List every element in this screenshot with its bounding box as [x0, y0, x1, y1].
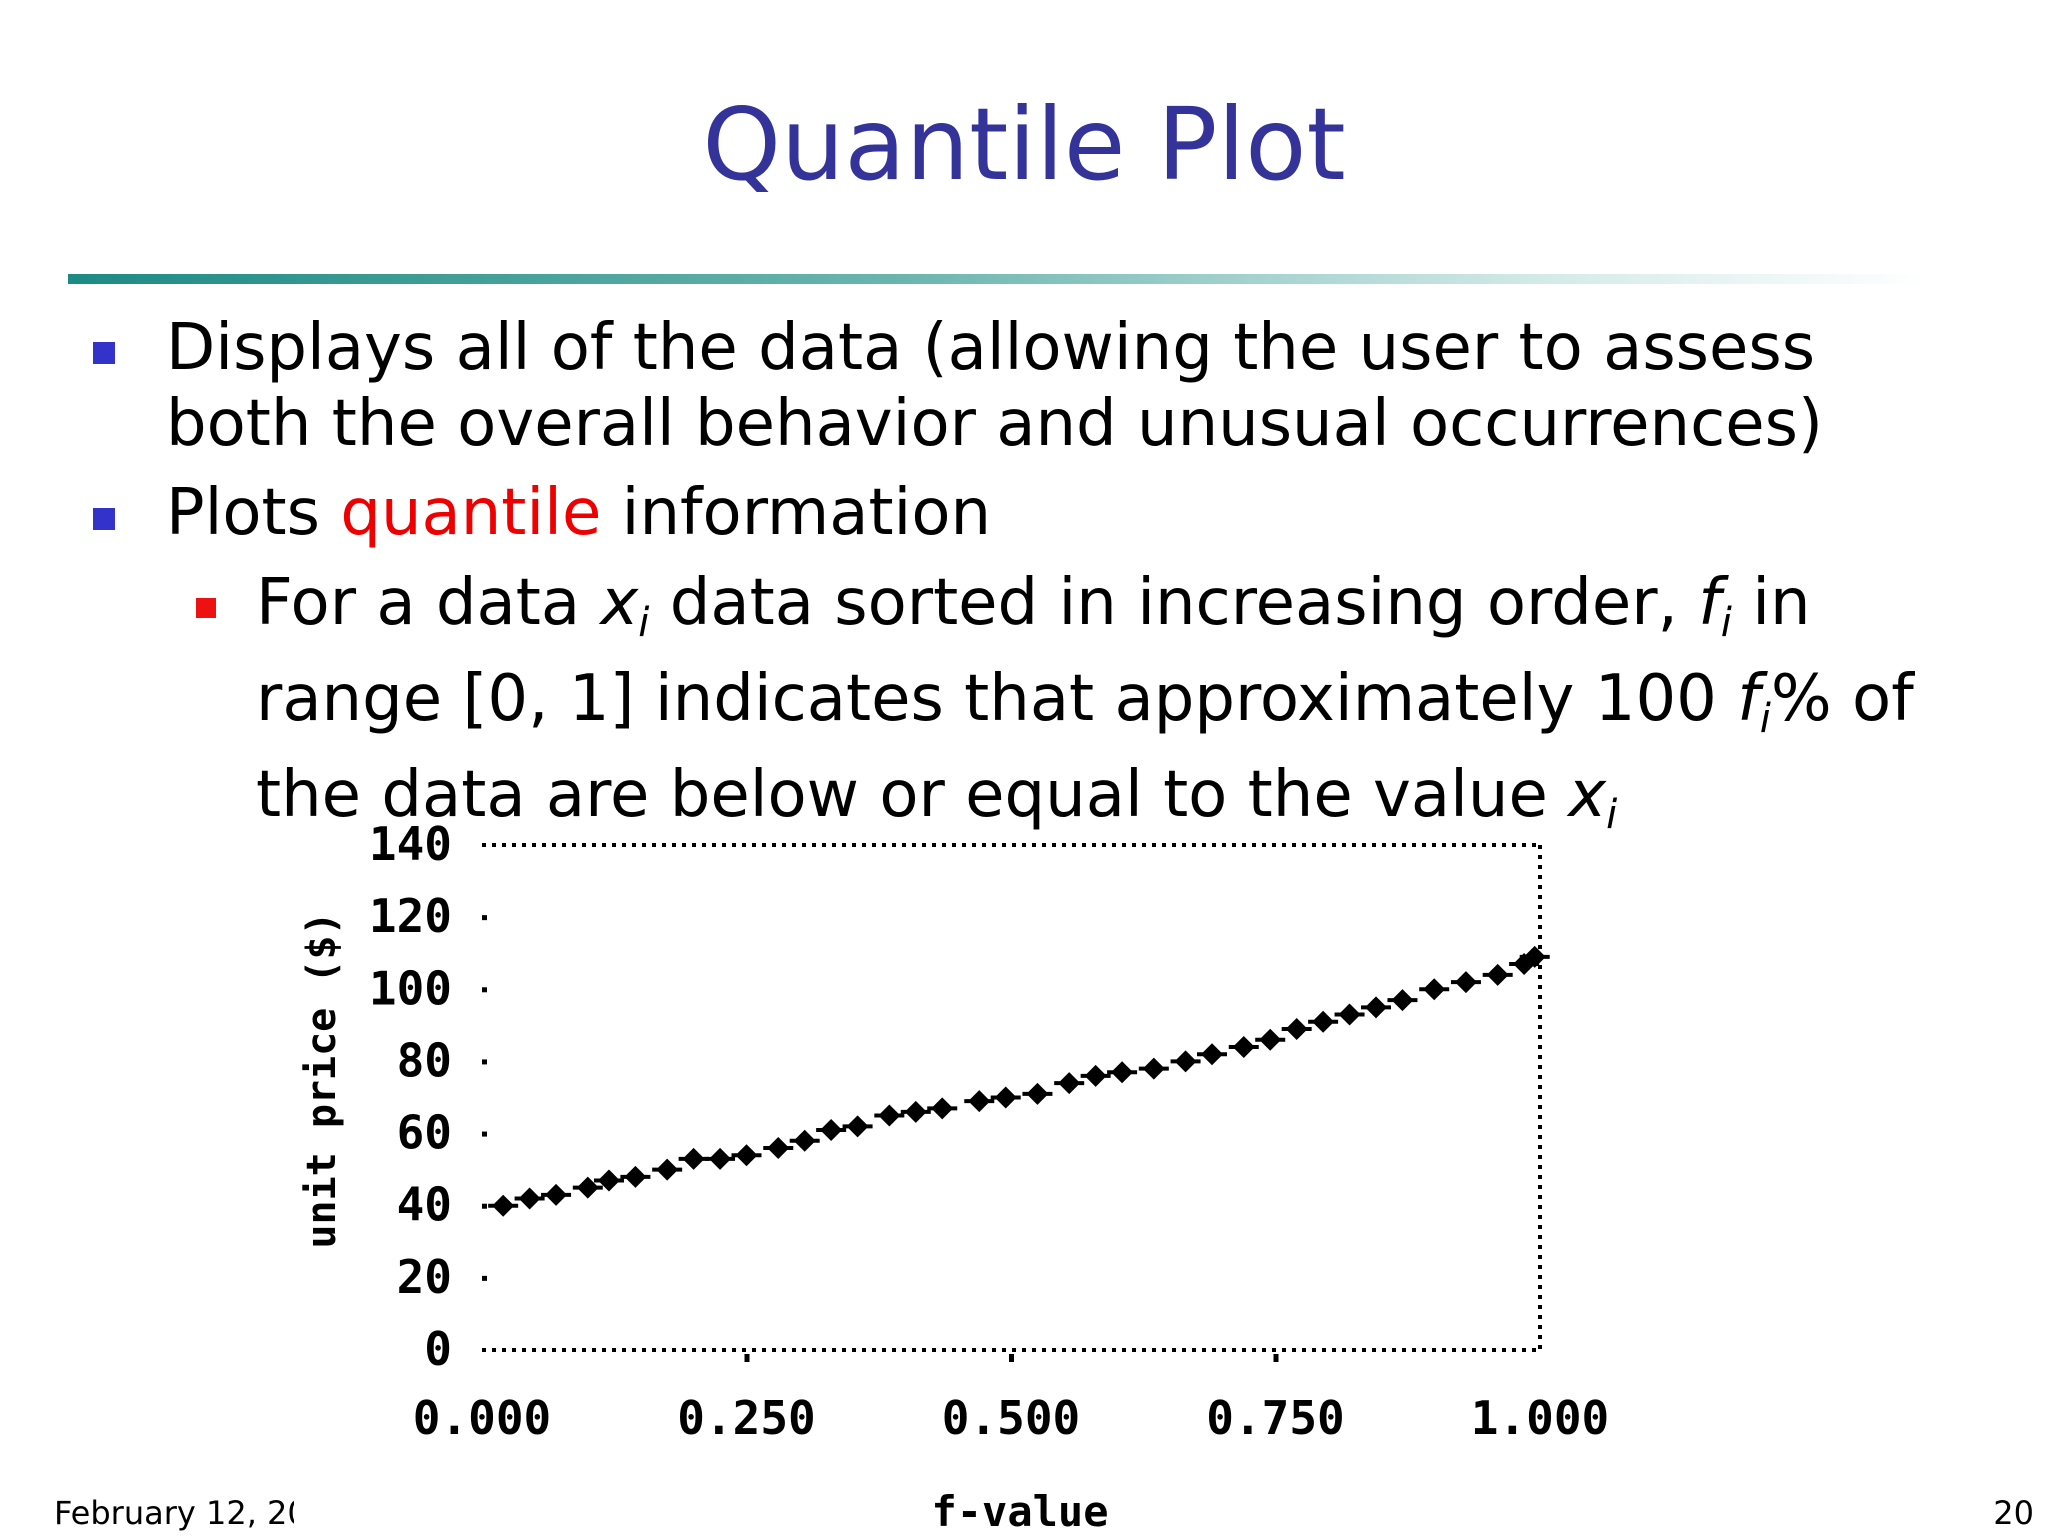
y-tick-label: 80: [397, 1033, 452, 1087]
data-point: [1419, 978, 1450, 1001]
x-tick-mark: [1009, 1354, 1014, 1362]
var-f: f: [1737, 662, 1760, 736]
data-point: [964, 1090, 995, 1113]
y-tick-mark: [482, 1131, 487, 1137]
data-point: [1281, 1017, 1312, 1040]
data-point: [488, 1194, 519, 1217]
data-point: [1450, 971, 1481, 994]
y-tick-label: 20: [397, 1250, 452, 1304]
data-point: [678, 1147, 709, 1170]
data-point: [763, 1137, 794, 1159]
y-tick-mark: [482, 915, 487, 921]
bullet-square-icon: [93, 508, 115, 530]
subscript-i: i: [1759, 696, 1771, 742]
data-points: [488, 945, 1550, 1217]
page-number: 20: [1993, 1494, 2034, 1532]
x-tick-label: 0.250: [677, 1391, 815, 1445]
footer-date: February 12, 20: [54, 1494, 294, 1532]
x-tick-label: 1.000: [1471, 1391, 1609, 1445]
data-point: [1361, 996, 1392, 1019]
subscript-i: i: [1720, 600, 1732, 646]
data-point: [1387, 989, 1418, 1012]
y-tick-label: 0: [424, 1322, 452, 1376]
sub-bullet: For a data xi data sorted in increasing …: [256, 565, 1936, 853]
data-point: [1255, 1028, 1286, 1051]
y-tick-label: 40: [397, 1178, 452, 1232]
data-point: [1170, 1050, 1201, 1073]
x-tick-label: 0.500: [942, 1391, 1080, 1445]
data-point: [572, 1176, 603, 1199]
y-tick-mark: [482, 1059, 487, 1065]
y-tick-label: 100: [369, 961, 452, 1015]
title-divider: [68, 274, 1928, 284]
var-x: x: [600, 566, 639, 640]
sub-bullet-text-2: data sorted in increasing order,: [649, 566, 1699, 640]
slide-title: Quantile Plot: [702, 86, 1346, 203]
bullet-2: Plots quantile information: [166, 475, 1946, 551]
data-point: [731, 1144, 762, 1167]
x-tick-label: 0.750: [1206, 1391, 1344, 1445]
data-point: [1228, 1036, 1259, 1058]
data-point: [514, 1187, 545, 1210]
data-point: [1482, 963, 1513, 986]
bullet-1: Displays all of the data (allowing the u…: [166, 311, 1823, 461]
data-point: [789, 1129, 820, 1152]
subscript-i: i: [638, 600, 650, 646]
data-point: [593, 1169, 624, 1192]
chart-frame: [482, 843, 1542, 1352]
sub-bullet-square-icon: [196, 598, 216, 618]
x-tick-mark: [1273, 1354, 1279, 1362]
data-point: [652, 1158, 683, 1181]
data-point: [1519, 945, 1550, 968]
data-point: [1308, 1010, 1339, 1033]
data-point: [541, 1183, 572, 1206]
data-point: [816, 1118, 847, 1141]
data-point: [927, 1097, 958, 1120]
subscript-i: i: [1606, 792, 1618, 838]
bullet-2-text-before: Plots: [166, 476, 341, 550]
sub-bullet-text-1: For a data: [256, 566, 601, 640]
x-tick-label: 0.000: [413, 1391, 551, 1445]
data-point: [842, 1115, 873, 1138]
data-point: [1107, 1061, 1138, 1084]
data-point: [1138, 1057, 1169, 1080]
var-x: x: [1568, 758, 1607, 832]
highlight-quantile: quantile: [340, 476, 602, 550]
y-axis-label: unit price ($): [299, 911, 345, 1248]
bullet-square-icon: [93, 342, 115, 364]
data-point: [874, 1104, 905, 1127]
x-tick-mark: [744, 1354, 750, 1362]
var-f: f: [1698, 566, 1721, 640]
data-point: [620, 1165, 651, 1188]
sub-bullet-text-3: in range [0, 1] indicates that approxima…: [256, 566, 1811, 736]
y-tick-mark: [482, 1203, 487, 1209]
data-point: [1197, 1043, 1228, 1066]
data-point: [1334, 1003, 1365, 1026]
x-axis-ticks: 0.000 0.250 0.500 0.750 1.000: [413, 1354, 1609, 1445]
data-point: [900, 1100, 931, 1123]
y-tick-mark: [482, 1275, 487, 1281]
data-point: [705, 1147, 736, 1170]
data-point: [990, 1086, 1021, 1109]
y-tick-label: 60: [397, 1106, 452, 1160]
y-tick-mark: [482, 987, 487, 993]
data-point: [1022, 1082, 1053, 1105]
sub-bullet-text-4: % of the data are below or equal to the …: [256, 662, 1914, 832]
data-point: [1054, 1072, 1085, 1095]
y-tick-label: 120: [369, 889, 452, 943]
x-axis-label: f-value: [931, 1487, 1108, 1536]
data-point: [1509, 953, 1540, 976]
bullet-2-text-after: information: [601, 476, 992, 550]
data-point: [1080, 1064, 1111, 1087]
